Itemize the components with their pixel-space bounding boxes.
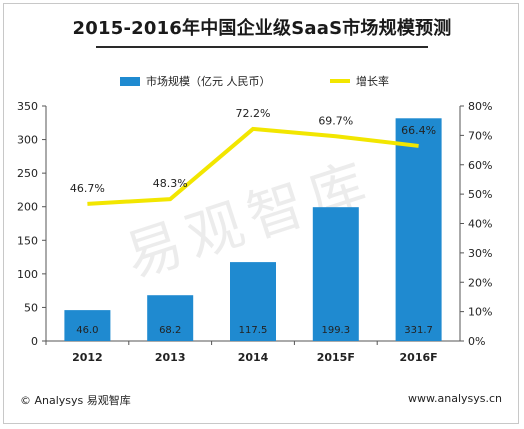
- bar-data-label: 199.3: [321, 325, 350, 336]
- line-data-label: 46.7%: [70, 182, 105, 195]
- x-tick-label: 2015F: [317, 351, 355, 364]
- bar-data-label: 117.5: [239, 325, 268, 336]
- title-underline: [96, 46, 428, 48]
- right-tick-label: 10%: [468, 306, 492, 319]
- x-tick-label: 2016F: [400, 351, 438, 364]
- right-tick-label: 80%: [468, 100, 492, 113]
- line-data-label: 48.3%: [153, 177, 188, 190]
- right-tick-label: 0%: [468, 335, 485, 348]
- line-data-label: 72.2%: [236, 107, 271, 120]
- legend-label-line: 增长率: [356, 75, 389, 88]
- x-tick-label: 2014: [238, 351, 269, 364]
- legend-label-bar: 市场规模（亿元 人民币）: [146, 75, 271, 88]
- right-tick-label: 60%: [468, 159, 492, 172]
- bar-data-label: 68.2: [159, 325, 181, 336]
- growth-rate-line: [87, 126, 419, 206]
- bar: [395, 118, 442, 341]
- legend-swatch-bar: [120, 76, 140, 86]
- left-tick-label: 50: [24, 301, 38, 314]
- legend-item-line: 增长率: [330, 73, 389, 89]
- bar: [64, 310, 111, 341]
- right-tick-label: 20%: [468, 276, 492, 289]
- bar: [147, 295, 194, 341]
- right-tick-label: 40%: [468, 218, 492, 231]
- left-tick-label: 250: [17, 167, 38, 180]
- footer-source: © Analysys 易观智库: [20, 394, 131, 407]
- bar-data-label: 331.7: [404, 325, 433, 336]
- legend-item-bar: 市场规模（亿元 人民币）: [120, 73, 271, 89]
- bar: [312, 207, 359, 341]
- bar: [230, 262, 276, 341]
- left-tick-label: 0: [31, 335, 38, 348]
- legend-swatch-line: [330, 79, 350, 83]
- left-tick-label: 100: [17, 268, 38, 281]
- left-tick-label: 300: [17, 134, 38, 147]
- right-tick-label: 30%: [468, 247, 492, 260]
- left-tick-label: 350: [17, 100, 38, 113]
- left-tick-label: 200: [17, 201, 38, 214]
- footer-url: www.analysys.cn: [408, 392, 502, 405]
- x-tick-label: 2013: [155, 351, 186, 364]
- right-tick-label: 50%: [468, 188, 492, 201]
- right-tick-label: 70%: [468, 129, 492, 142]
- line-data-label: 69.7%: [318, 114, 353, 127]
- chart-title: 2015-2016年中国企业级SaaS市场规模预测: [72, 18, 452, 39]
- chart-legend: 市场规模（亿元 人民币） 增长率: [0, 73, 524, 89]
- line-data-label: 66.4%: [401, 124, 436, 137]
- x-tick-label: 2012: [72, 351, 103, 364]
- bar-data-label: 46.0: [76, 325, 98, 336]
- left-tick-label: 150: [17, 234, 38, 247]
